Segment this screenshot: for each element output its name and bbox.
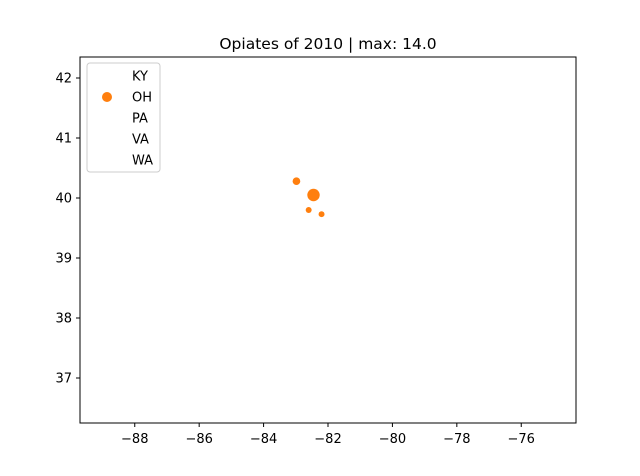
legend-label: WA xyxy=(132,154,153,169)
legend-label: OH xyxy=(132,91,152,106)
y-tick-label: 39 xyxy=(55,252,72,267)
legend-label: VA xyxy=(132,133,149,148)
legend-marker xyxy=(102,92,112,102)
data-point xyxy=(305,207,312,213)
x-tick-label: −86 xyxy=(185,432,212,447)
axes: −88 −86 −84 −82 −80 −78 −76 37 38 39 40 41 42 xyxy=(55,56,577,447)
data-point xyxy=(307,188,320,202)
plot-area xyxy=(80,57,576,423)
legend-box xyxy=(86,62,161,173)
x-tick-label: −84 xyxy=(250,432,277,447)
y-tick-label: 40 xyxy=(55,192,72,207)
chart-title: Opiates of 2010 | max: 14.0 xyxy=(219,35,436,53)
plot-background xyxy=(80,57,576,423)
x-tick-label: −88 xyxy=(121,432,148,447)
data-point xyxy=(292,177,301,186)
legend-label: PA xyxy=(132,112,148,127)
x-tick-label: −76 xyxy=(508,432,535,447)
y-tick-label: 38 xyxy=(55,312,72,327)
y-tick-label: 41 xyxy=(55,132,72,147)
legend: KY OH PA VA WA xyxy=(86,62,161,173)
data-point xyxy=(318,211,325,218)
x-tick-label: −82 xyxy=(314,432,341,447)
data-points xyxy=(292,177,325,218)
legend-label: KY xyxy=(132,70,148,85)
y-tick-label: 42 xyxy=(55,72,72,87)
x-tick-label: −80 xyxy=(379,432,406,447)
y-tick-label: 37 xyxy=(55,372,72,387)
x-tick-label: −78 xyxy=(443,432,470,447)
